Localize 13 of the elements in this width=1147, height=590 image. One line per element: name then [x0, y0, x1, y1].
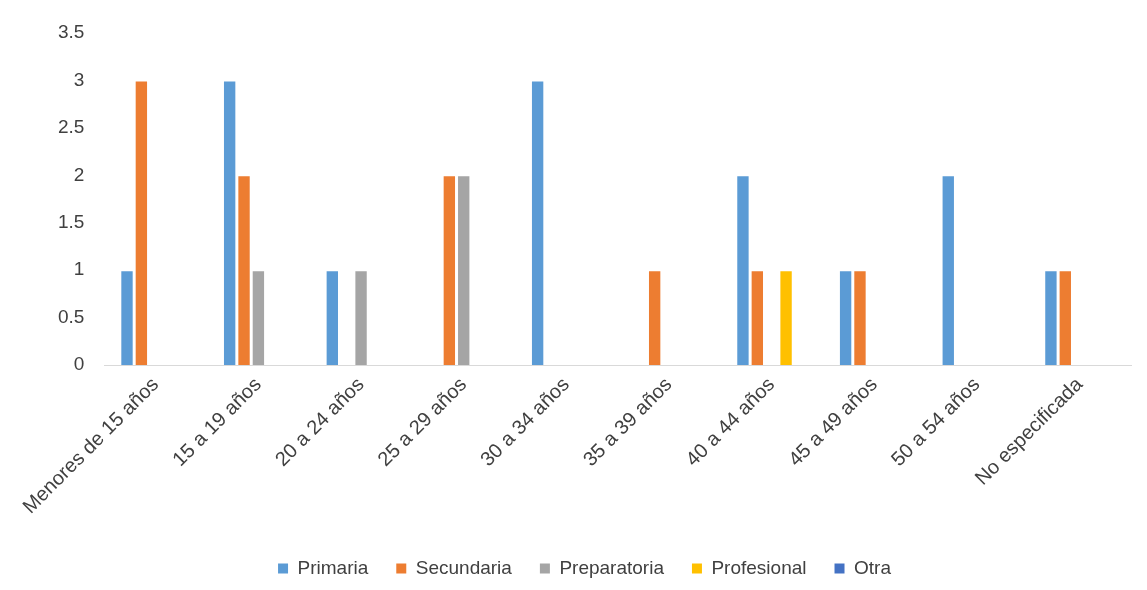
legend-label: Profesional — [711, 556, 807, 578]
y-tick-label: 3 — [73, 68, 85, 90]
y-tick-label: 1.5 — [57, 211, 85, 232]
y-tick-label: 1 — [73, 258, 85, 280]
legend-label: Preparatoria — [559, 556, 665, 578]
legend-label: Otra — [854, 556, 892, 578]
y-tick-label: 3.5 — [57, 21, 85, 43]
y-tick-label: 0 — [73, 353, 85, 375]
y-tick-label: 2 — [73, 163, 85, 185]
legend-label: Primaria — [297, 556, 369, 578]
y-tick-label: 0.5 — [57, 305, 85, 327]
legend-label: Secundaria — [415, 556, 513, 578]
y-tick-label: 2.5 — [57, 116, 85, 138]
